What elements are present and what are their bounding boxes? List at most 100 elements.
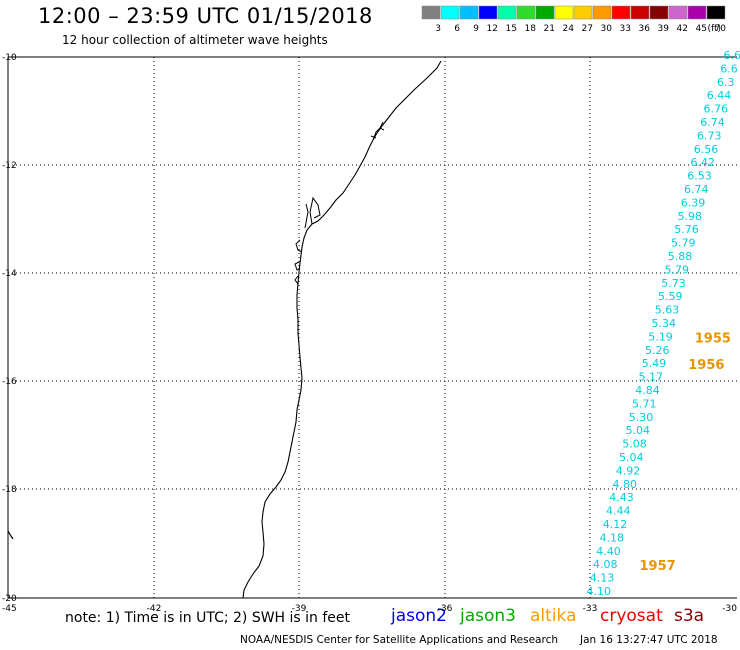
wave-height-value: 4.40 — [596, 545, 621, 558]
wave-height-value: 6.39 — [681, 196, 706, 209]
wave-height-value: 6.73 — [697, 129, 722, 142]
wave-height-value: 6.74 — [684, 183, 709, 196]
wave-height-value: 4.18 — [600, 531, 625, 544]
wave-height-value: 6.76 — [704, 103, 729, 116]
lon-tick-label: -33 — [583, 604, 598, 614]
lon-tick-label: -39 — [292, 604, 307, 614]
note-text: note: 1) Time is in UTC; 2) SWH is in fe… — [65, 610, 351, 626]
lat-tick-label: -14 — [2, 269, 17, 279]
legend-swatch — [440, 5, 460, 20]
wave-height-value: 6.42 — [691, 156, 716, 169]
wave-height-value: 5.04 — [619, 451, 644, 464]
wave-height-value: 5.04 — [626, 424, 651, 437]
page-title: 12:00 – 23:59 UTC 01/15/2018 — [38, 4, 373, 28]
legend-label: 42 — [677, 24, 688, 34]
wave-height-value: 5.73 — [661, 277, 686, 290]
wave-height-value: 5.49 — [642, 357, 667, 370]
legend-label: 9 — [473, 24, 479, 34]
pass-time-label: 1957 — [640, 559, 676, 574]
legend-label: 21 — [544, 24, 555, 34]
wave-height-value: 5.08 — [622, 438, 647, 451]
lon-tick-label: -45 — [2, 604, 17, 614]
lon-tick-label: -30 — [722, 604, 737, 614]
wave-height-value: 4.13 — [590, 572, 615, 585]
satellite-s3a: s3a — [674, 606, 705, 626]
lat-tick-label: -12 — [2, 161, 17, 171]
legend-label: 36 — [639, 24, 651, 34]
legend-swatch — [706, 5, 726, 20]
lat-tick-label: -18 — [2, 485, 17, 495]
wave-height-value: 4.08 — [593, 558, 618, 571]
legend-label: 45 — [696, 24, 707, 34]
pass-time-label: 1955 — [695, 331, 731, 346]
wave-height-value: 5.98 — [678, 210, 703, 223]
wave-height-value: 6.74 — [700, 116, 725, 129]
legend-swatch — [630, 5, 650, 20]
wave-height-value: 5.88 — [668, 250, 693, 263]
legend-swatch — [611, 5, 631, 20]
lon-tick-label: -42 — [147, 604, 162, 614]
legend-label: 3 — [435, 24, 441, 34]
legend-swatch — [592, 5, 612, 20]
pass-time-label: 1956 — [688, 358, 724, 373]
wave-height-value: 5.34 — [652, 317, 677, 330]
legend-swatch — [554, 5, 574, 20]
coastline-detail — [294, 121, 385, 285]
wave-height-value: 5.63 — [655, 304, 680, 317]
wave-height-value: 5.79 — [665, 263, 690, 276]
wave-height-value: 5.30 — [629, 411, 654, 424]
satellite-altika: altika — [530, 606, 577, 626]
page-subtitle: 12 hour collection of altimeter wave hei… — [62, 33, 328, 47]
lat-tick-label: -10 — [2, 53, 17, 63]
wave-height-value: 6.3 — [717, 76, 735, 89]
wave-height-value: 5.79 — [671, 237, 696, 250]
legend-label: 27 — [582, 24, 593, 34]
legend-label: 30 — [601, 24, 613, 34]
legend-swatch — [497, 5, 517, 20]
legend-label: 24 — [563, 24, 575, 34]
wave-height-value: 4.44 — [606, 505, 631, 518]
wave-height-value: 6.6 — [724, 49, 740, 62]
wave-height-value: 5.26 — [645, 344, 670, 357]
footer-timestamp: Jan 16 13:27:47 UTC 2018 — [580, 634, 718, 646]
legend-swatch — [421, 5, 441, 20]
map-grid: -45 -42 -39 -36 -33 -30 -10 -12 -14 -16 -18 -20 — [2, 53, 737, 614]
wave-height-value: 5.76 — [674, 223, 699, 236]
legend-label: 70 — [715, 24, 727, 34]
coastline — [242, 60, 442, 599]
legend-label: 39 — [658, 24, 670, 34]
wave-height-value: 4.92 — [616, 464, 641, 477]
legend-label: 15 — [506, 24, 517, 34]
wave-height-value: 6.56 — [694, 143, 719, 156]
legend-swatch — [687, 5, 707, 20]
legend-swatch — [573, 5, 593, 20]
wave-height-value: 5.19 — [648, 330, 673, 343]
wave-height-value: 4.80 — [613, 478, 638, 491]
legend-label: 18 — [525, 24, 537, 34]
legend-swatch — [516, 5, 536, 20]
lat-tick-label: -16 — [2, 377, 17, 387]
legend-swatch — [478, 5, 498, 20]
satellite-cryosat: cryosat — [600, 606, 663, 626]
legend-label: (ft) — [707, 24, 721, 34]
satellite-jason2: jason2 — [391, 606, 447, 626]
wave-height-value: 4.43 — [609, 491, 634, 504]
wave-height-value: 6.44 — [707, 89, 732, 102]
island — [7, 530, 14, 540]
satellite-jason3: jason3 — [460, 606, 516, 626]
wave-height-value: 6.53 — [687, 170, 712, 183]
legend-swatch — [668, 5, 688, 20]
lat-tick-label: -20 — [2, 594, 17, 604]
wave-height-value: 5.17 — [639, 371, 664, 384]
wave-height-value: 6.6 — [720, 62, 738, 75]
wave-height-value: 5.71 — [632, 397, 657, 410]
legend-swatch — [535, 5, 555, 20]
wave-height-value: 4.84 — [635, 384, 660, 397]
wave-height-value: 4.12 — [603, 518, 628, 531]
legend-label: 33 — [620, 24, 631, 34]
legend-label: 6 — [454, 24, 460, 34]
color-legend: 3 6 9 12 15 18 21 24 27 30 33 36 39 42 45 70(ft) — [421, 5, 727, 34]
legend-swatch — [459, 5, 479, 20]
